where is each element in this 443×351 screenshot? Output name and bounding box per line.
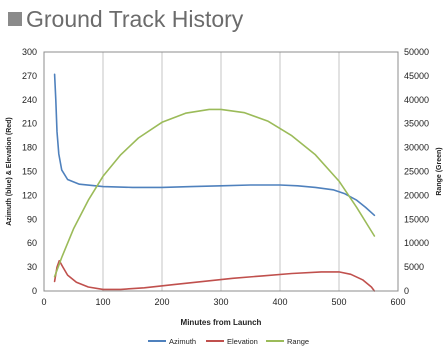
plot-area-frame (43, 51, 399, 292)
y-right-tick-label: 25000 (404, 167, 429, 177)
y-left-tick-label: 120 (22, 190, 37, 200)
y-left-tick-label: 30 (27, 262, 37, 272)
y-left-tick-label: 210 (22, 119, 37, 129)
chart-title: Ground Track History (26, 5, 244, 32)
y-left-tick-label: 270 (22, 71, 37, 81)
y-right-axis-label: Range (Green) (436, 147, 443, 195)
y-left-axis-label: Azimuth (blue) & Elevation (Red) (6, 117, 13, 226)
y-right-tick-label: 0 (404, 286, 409, 296)
x-tick-label: 300 (213, 297, 228, 307)
y-right-tick-label: 50000 (404, 47, 429, 57)
y-left-tick-label: 180 (22, 143, 37, 153)
chart-title-row: Ground Track History (8, 4, 243, 34)
title-bullet-square (8, 12, 22, 26)
chart-axes: 0 100 200 300 400 500 600030609012015018021024… (6, 47, 443, 327)
y-left-tick-label: 150 (22, 167, 37, 177)
y-right-tick-label: 15000 (404, 214, 429, 224)
series-line-elevation (53, 259, 376, 292)
legend-label-azimuth: Azimuth (169, 337, 196, 346)
x-axis-label: Minutes from Launch (181, 318, 262, 327)
chart-legend: Azimuth Elevation Range (148, 337, 309, 346)
x-tick-label: 500 (331, 297, 346, 307)
y-right-tick-label: 10000 (404, 238, 429, 248)
y-right-tick-label: 35000 (404, 119, 429, 129)
y-left-tick-label: 240 (22, 95, 37, 105)
y-right-tick-label: 45000 (404, 71, 429, 81)
x-tick-label: 400 (272, 297, 287, 307)
legend-label-elevation: Elevation (227, 337, 258, 346)
chart-grid (102, 52, 340, 291)
y-right-tick-label: 20000 (404, 190, 429, 200)
y-right-tick-label: 5000 (404, 262, 424, 272)
y-left-tick-label: 60 (27, 238, 37, 248)
x-tick-label: 200 (154, 297, 169, 307)
y-right-tick-label: 40000 (404, 95, 429, 105)
x-tick-label: 600 (390, 297, 405, 307)
chart-series-layer (53, 73, 376, 292)
y-left-tick-label: 300 (22, 47, 37, 57)
x-tick-label: 100 (95, 297, 110, 307)
y-right-tick-label: 30000 (404, 143, 429, 153)
y-left-tick-label: 90 (27, 214, 37, 224)
legend-label-range: Range (287, 337, 309, 346)
series-line-azimuth (53, 73, 376, 217)
series-line-range (53, 108, 376, 278)
x-tick-label: 0 (41, 297, 46, 307)
y-left-tick-label: 0 (32, 286, 37, 296)
